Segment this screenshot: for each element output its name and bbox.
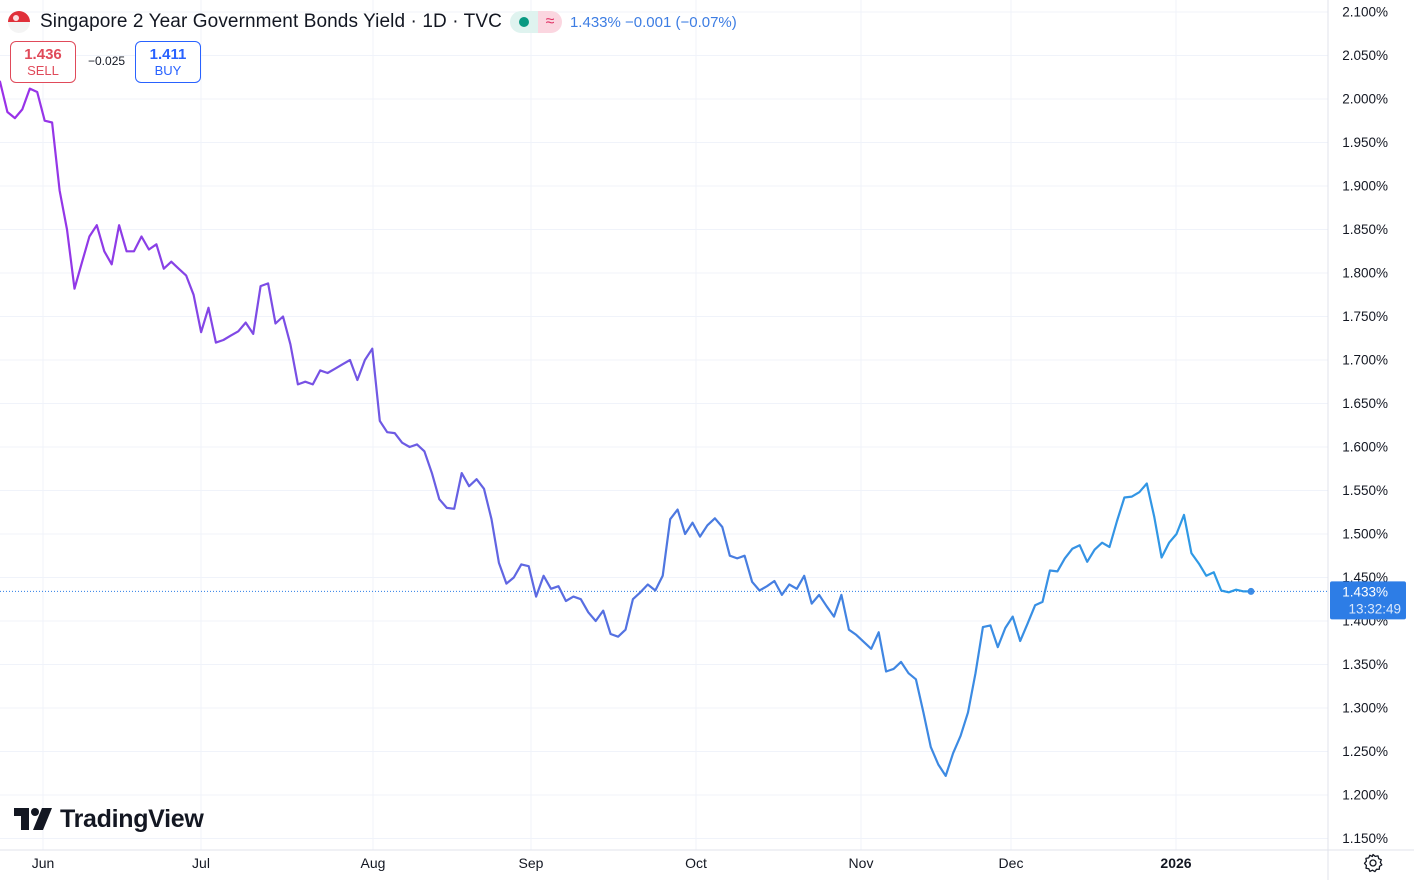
y-tick-label: 1.750%: [1342, 309, 1388, 324]
y-tick-label: 1.500%: [1342, 527, 1388, 542]
tradingview-logo-text: TradingView: [60, 804, 204, 833]
quote-values: 1.433% −0.001 (−0.07%): [569, 13, 737, 31]
x-tick-label: Jun: [32, 855, 55, 871]
chart-title[interactable]: Singapore 2 Year Government Bonds Yield …: [40, 11, 502, 32]
x-tick-label: Jul: [192, 855, 210, 871]
flag-icon: [8, 11, 30, 33]
y-tick-label: 1.850%: [1342, 222, 1388, 237]
y-tick-label: 1.550%: [1342, 483, 1388, 498]
y-tick-label: 1.650%: [1342, 396, 1388, 411]
x-tick-label: Nov: [849, 855, 874, 871]
y-tick-label: 1.600%: [1342, 440, 1388, 455]
y-tick-label: 1.150%: [1342, 831, 1388, 846]
sell-label: SELL: [27, 63, 59, 78]
buy-label: BUY: [154, 63, 182, 78]
yield-series-line: [0, 80, 1253, 777]
last-price-badge: [1330, 581, 1406, 620]
tradingview-logo[interactable]: TradingView: [14, 803, 204, 835]
spread-value: −0.025: [88, 54, 126, 68]
market-open-icon[interactable]: [509, 11, 538, 33]
chart-header: Singapore 2 Year Government Bonds Yield …: [8, 8, 737, 36]
y-tick-label: 1.450%: [1342, 570, 1388, 585]
y-tick-label: 2.100%: [1342, 5, 1388, 20]
sell-price: 1.436: [24, 46, 62, 63]
buy-button[interactable]: 1.411 BUY: [135, 41, 201, 83]
buy-price: 1.411: [149, 46, 187, 63]
settings-icon[interactable]: [1363, 853, 1383, 873]
last-price-value: 1.433%: [1342, 584, 1388, 599]
x-tick-label: Oct: [685, 855, 707, 871]
x-tick-label: Dec: [999, 855, 1024, 871]
tradingview-logo-icon: [14, 808, 52, 830]
y-tick-label: 1.800%: [1342, 266, 1388, 281]
y-tick-label: 2.050%: [1342, 48, 1388, 63]
x-tick-label: 2026: [1160, 855, 1191, 871]
y-tick-label: 1.900%: [1342, 179, 1388, 194]
y-tick-label: 1.700%: [1342, 353, 1388, 368]
x-tick-label: Aug: [361, 855, 386, 871]
y-tick-label: 1.350%: [1342, 657, 1388, 672]
y-tick-label: 1.250%: [1342, 744, 1388, 759]
sell-button[interactable]: 1.436 SELL: [10, 41, 76, 83]
x-tick-label: Sep: [519, 855, 544, 871]
y-tick-label: 1.300%: [1342, 701, 1388, 716]
y-tick-label: 2.000%: [1342, 92, 1388, 107]
wave-icon[interactable]: ≈: [537, 11, 562, 33]
y-tick-label: 1.200%: [1342, 788, 1388, 803]
y-tick-label: 1.950%: [1342, 135, 1388, 150]
last-price-time: 13:32:49: [1348, 601, 1401, 616]
